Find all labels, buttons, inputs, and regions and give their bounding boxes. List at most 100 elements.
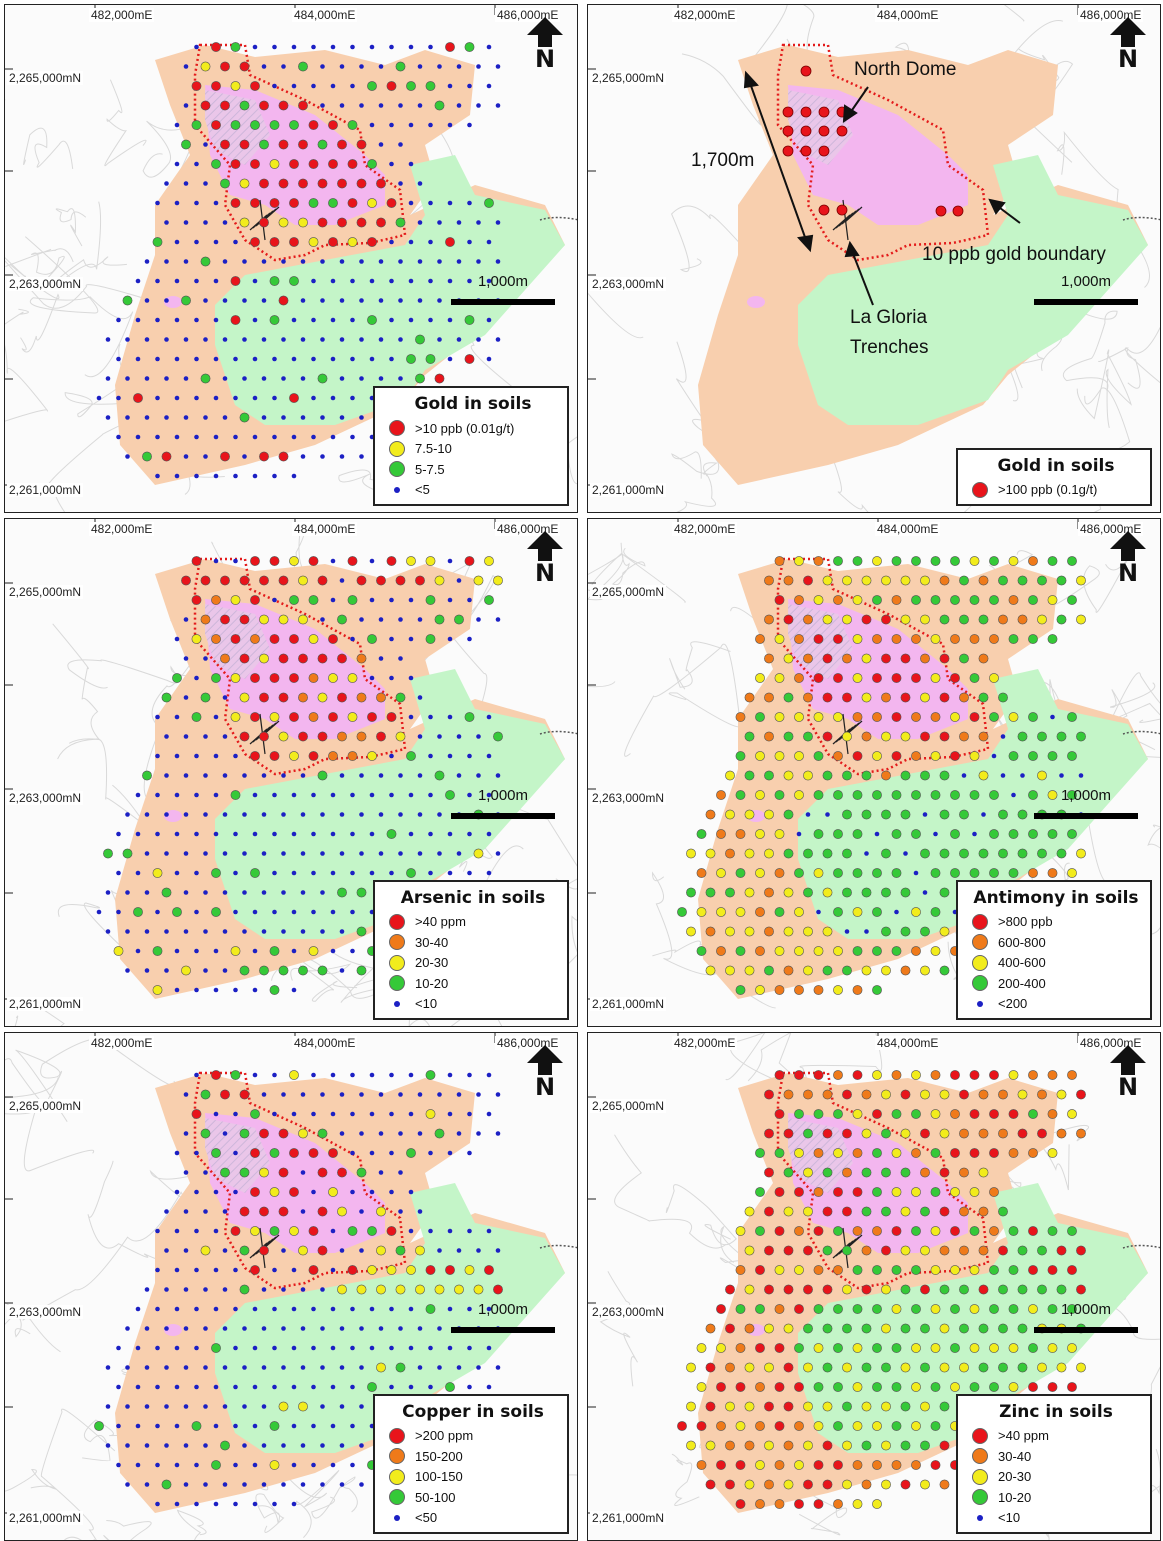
soil-sample-point (853, 868, 862, 877)
soil-sample-point (270, 985, 279, 994)
soil-sample-point (911, 790, 920, 799)
soil-sample-point (409, 1190, 414, 1195)
soil-sample-point (389, 637, 394, 642)
soil-sample-point (496, 1092, 501, 1097)
soil-sample-point (318, 966, 327, 975)
red-circle-icon (387, 420, 407, 436)
soil-sample-point (989, 595, 998, 604)
soil-sample-point (920, 654, 929, 663)
legend-label: 10-20 (998, 1490, 1031, 1505)
scale-bar: 1,000m (1034, 273, 1138, 307)
soil-sample-point (311, 1385, 316, 1390)
soil-sample-point (940, 1441, 949, 1450)
soil-sample-point (231, 42, 240, 51)
soil-sample-point (437, 337, 442, 342)
green-circle-icon (387, 461, 407, 477)
soil-sample-point (289, 673, 298, 682)
soil-sample-point (292, 84, 297, 89)
soil-sample-point (233, 988, 238, 993)
soil-sample-point (428, 871, 433, 876)
soil-sample-point (406, 354, 415, 363)
soil-sample-point (911, 1265, 920, 1274)
soil-sample-point (487, 1229, 492, 1234)
soil-sample-point (853, 790, 862, 799)
soil-sample-point (892, 1265, 901, 1274)
soil-sample-point (881, 1402, 890, 1411)
soil-sample-point (320, 259, 325, 264)
soil-sample-point (784, 576, 793, 585)
soil-sample-point (409, 598, 414, 603)
soil-sample-point (428, 793, 433, 798)
soil-sample-point (175, 832, 180, 837)
soil-sample-point (220, 101, 229, 110)
soil-sample-point (881, 1363, 890, 1372)
soil-sample-point (298, 966, 307, 975)
soil-sample-point (211, 868, 220, 877)
soil-sample-point (250, 1187, 259, 1196)
soil-sample-point (428, 318, 433, 323)
soil-sample-point (833, 1343, 842, 1352)
soil-sample-point (872, 790, 881, 799)
soil-sample-point (418, 1365, 423, 1370)
soil-sample-point (959, 1363, 968, 1372)
soil-sample-point (223, 1365, 228, 1370)
soil-sample-point (823, 1402, 832, 1411)
easting-label: 484,000mE (875, 8, 940, 22)
soil-sample-point (262, 376, 267, 381)
soil-sample-point (233, 1112, 238, 1117)
soil-sample-point (242, 1443, 247, 1448)
soil-sample-point (409, 1073, 414, 1078)
soil-sample-point (697, 946, 706, 955)
soil-sample-point (357, 179, 366, 188)
soil-sample-point (301, 773, 306, 778)
soil-sample-point (359, 376, 364, 381)
soil-sample-point (309, 198, 318, 207)
soil-sample-point (775, 1187, 784, 1196)
soil-sample-point (409, 1385, 414, 1390)
soil-sample-point (396, 62, 405, 71)
soil-sample-point (448, 84, 453, 89)
northing-label: 2,265,000mN (7, 1099, 83, 1113)
soil-sample-point (301, 415, 306, 420)
soil-sample-point (998, 810, 1007, 819)
soil-sample-point (1048, 1148, 1057, 1157)
soil-sample-point (745, 1207, 754, 1216)
soil-sample-point (833, 1187, 842, 1196)
easting-label: 484,000mE (292, 1036, 357, 1050)
soil-sample-point (794, 790, 803, 799)
soil-sample-point (931, 868, 940, 877)
soil-sample-point (736, 1226, 745, 1235)
soil-sample-point (214, 474, 219, 479)
soil-sample-point (1079, 773, 1084, 778)
soil-sample-point (233, 1424, 238, 1429)
northing-label: 2,261,000mN (7, 997, 83, 1011)
soil-sample-point (426, 1070, 435, 1079)
soil-sample-point (242, 1326, 247, 1331)
soil-sample-point (279, 1207, 288, 1216)
legend-row: <5 (387, 480, 559, 501)
soil-sample-point (806, 812, 811, 817)
soil-sample-point (775, 556, 784, 565)
soil-sample-point (697, 868, 706, 877)
soil-sample-point (487, 1385, 492, 1390)
soil-sample-point (164, 929, 169, 934)
soil-sample-point (201, 374, 210, 383)
easting-label: 482,000mE (672, 1036, 737, 1050)
soil-sample-point (175, 754, 180, 759)
soil-sample-point (357, 218, 366, 227)
soil-sample-point (136, 435, 141, 440)
soil-sample-point (389, 45, 394, 50)
soil-sample-point (457, 1092, 462, 1097)
soil-sample-point (725, 1363, 734, 1372)
soil-sample-point (359, 1365, 364, 1370)
soil-sample-point (348, 198, 357, 207)
soil-sample-point (318, 1207, 327, 1216)
legend-row: <10 (970, 1508, 1142, 1529)
soil-sample-point (292, 793, 297, 798)
northing-label: 2,263,000mN (7, 791, 83, 805)
soil-sample-point (136, 1307, 141, 1312)
soil-sample-point (357, 1285, 366, 1294)
soil-sample-point (106, 1404, 111, 1409)
